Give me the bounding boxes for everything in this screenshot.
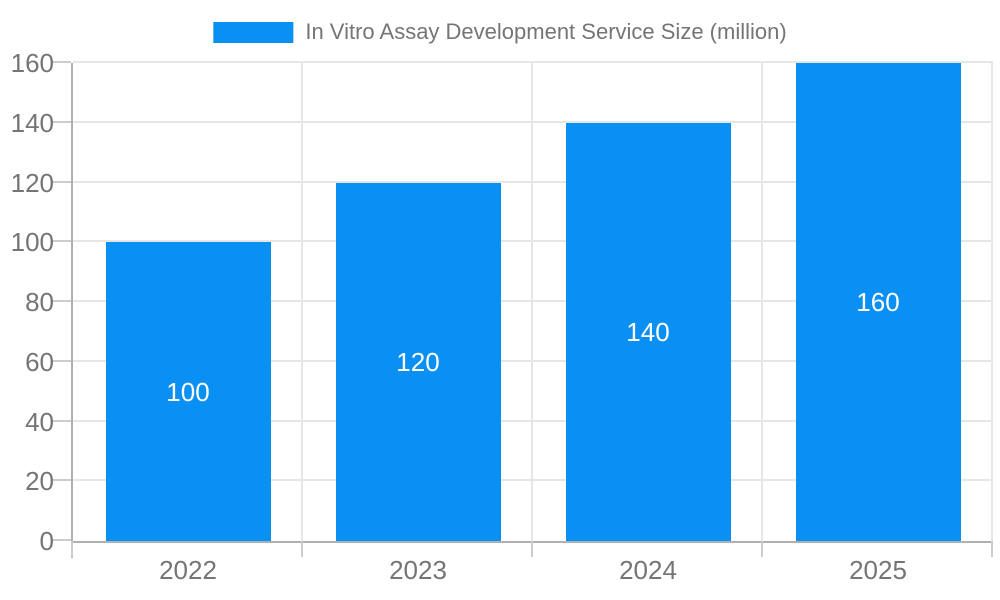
gridline-y-80 bbox=[73, 300, 993, 302]
y-axis-label-100: 100 bbox=[10, 227, 54, 258]
x-tick-4 bbox=[991, 541, 993, 557]
gridline-x-3 bbox=[761, 63, 763, 541]
x-tick-2 bbox=[531, 541, 533, 557]
gridline-y-100 bbox=[73, 240, 993, 243]
bar-2023[interactable]: 120 bbox=[335, 182, 501, 541]
y-tick-160 bbox=[51, 61, 71, 63]
y-axis-label-40: 40 bbox=[25, 406, 54, 437]
x-tick-0 bbox=[71, 541, 73, 557]
bar-2025[interactable]: 160 bbox=[795, 63, 961, 541]
y-tick-140 bbox=[51, 120, 71, 123]
bar-value-label-2024: 140 bbox=[626, 316, 670, 347]
gridline-y-120 bbox=[73, 180, 993, 183]
y-axis-label-60: 60 bbox=[25, 346, 54, 377]
gridline-y-40 bbox=[73, 419, 993, 422]
y-axis-label-140: 140 bbox=[10, 107, 54, 138]
x-axis-label-2025: 2025 bbox=[849, 555, 907, 585]
chart-legend[interactable]: In Vitro Assay Development Service Size … bbox=[213, 14, 787, 50]
y-axis-label-160: 160 bbox=[10, 48, 54, 78]
bar-2024[interactable]: 140 bbox=[565, 122, 731, 541]
plot-area: 0 20 40 60 80 100 120 140 160 100 2022 120 2023 140 20… bbox=[11, 50, 993, 583]
y-axis-label-80: 80 bbox=[25, 287, 54, 317]
y-tick-80 bbox=[51, 300, 71, 302]
gridline-x-1 bbox=[301, 63, 303, 541]
y-axis-label-0: 0 bbox=[39, 526, 54, 556]
y-axis-line bbox=[71, 63, 73, 558]
y-tick-20 bbox=[51, 479, 71, 482]
gridline-y-160 bbox=[73, 61, 993, 63]
bar-value-label-2022: 100 bbox=[166, 376, 210, 407]
y-tick-60 bbox=[51, 359, 71, 362]
x-tick-1 bbox=[301, 541, 303, 557]
y-axis-label-20: 20 bbox=[25, 466, 54, 497]
bar-value-label-2025: 160 bbox=[856, 287, 900, 317]
y-tick-0 bbox=[51, 539, 71, 541]
gridline-x-2 bbox=[531, 63, 533, 541]
gridline-y-60 bbox=[73, 359, 993, 362]
gridline-x-4 bbox=[991, 63, 993, 541]
y-tick-120 bbox=[51, 180, 71, 183]
gridline-y-20 bbox=[73, 479, 993, 482]
y-tick-40 bbox=[51, 419, 71, 422]
x-axis-label-2024: 2024 bbox=[619, 555, 677, 585]
x-axis-label-2022: 2022 bbox=[159, 555, 217, 585]
y-axis-label-120: 120 bbox=[10, 167, 54, 198]
x-tick-3 bbox=[761, 541, 763, 557]
x-axis-label-2023: 2023 bbox=[389, 555, 447, 585]
legend-swatch-icon bbox=[213, 21, 294, 43]
gridline-y-140 bbox=[73, 120, 993, 123]
y-tick-100 bbox=[51, 240, 71, 243]
legend-label: In Vitro Assay Development Service Size … bbox=[305, 19, 787, 44]
bar-2022[interactable]: 100 bbox=[105, 242, 271, 541]
bar-value-label-2023: 120 bbox=[396, 346, 440, 377]
